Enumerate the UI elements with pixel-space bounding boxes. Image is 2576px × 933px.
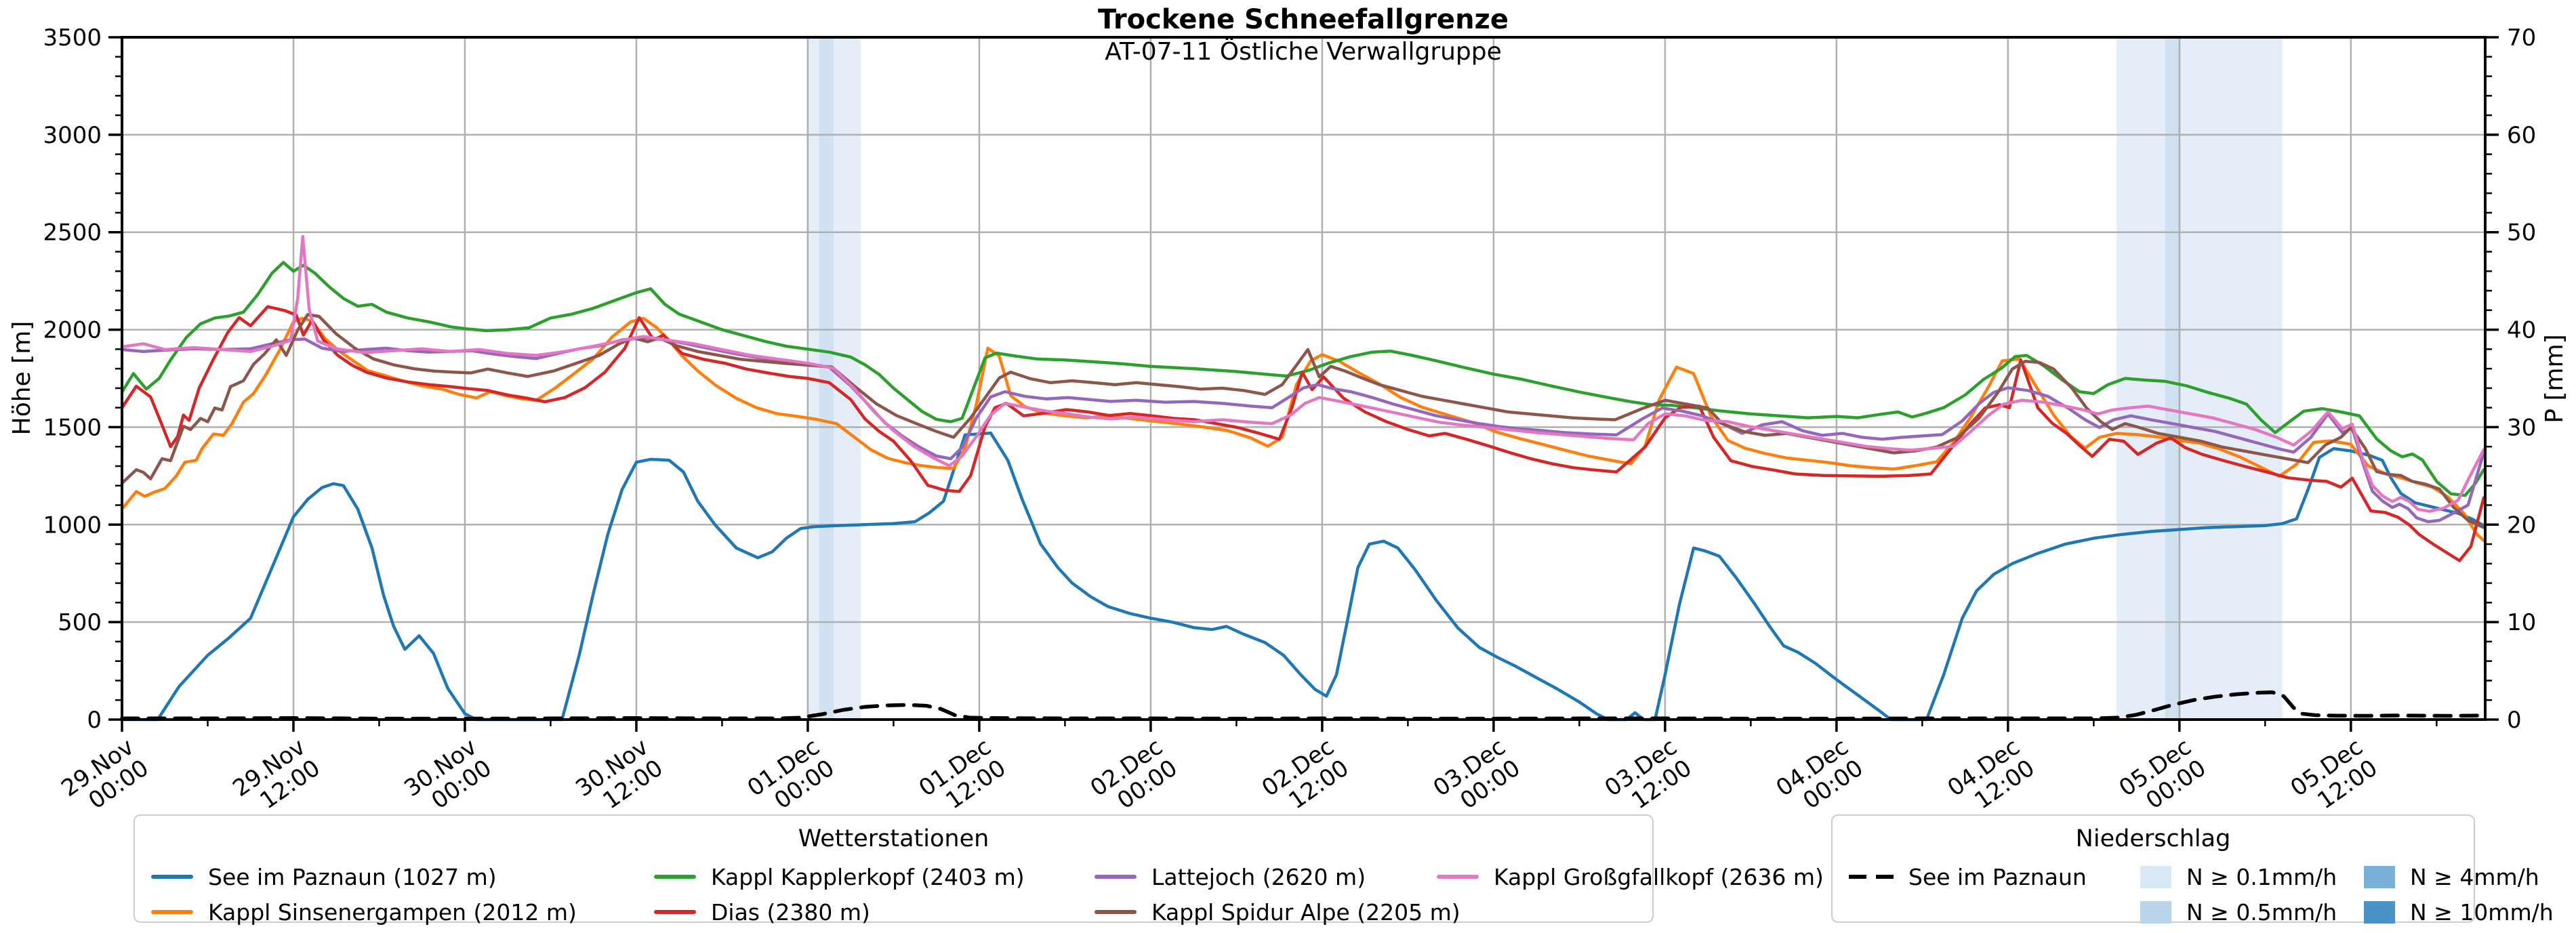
legend-item-station: Kappl Großgfallkopf (2636 m): [1437, 864, 1824, 890]
series-kappl-gro-gfallkopf-2636-m-: [120, 234, 2486, 513]
y-left-tick-label: 2000: [43, 317, 102, 344]
precip-band-0.5: [819, 37, 834, 720]
line-swatch: [151, 910, 193, 914]
y-right-tick-label: 60: [2507, 122, 2536, 149]
y-right-tick-label: 70: [2507, 24, 2536, 51]
legend-precip-items: See im Paznaun N ≥ 0.1mm/h N ≥ 0.5mm/h N ≥ …: [1849, 859, 2554, 930]
legend-item-label: See im Paznaun: [1908, 863, 2087, 890]
chart-title: Trockene Schneefallgrenze: [1098, 4, 1509, 35]
y-axis-label-left: Höhe [m]: [8, 321, 36, 436]
legend-stations-title: Wetterstationen: [798, 825, 989, 852]
x-tick-label: 05.Dec12:00: [2286, 733, 2383, 823]
precip-patch-swatch: [2140, 900, 2171, 924]
series-kappl-kapplerkopf-2403-m-: [120, 261, 2486, 497]
legend-item-label: N ≥ 0.1mm/h: [2186, 863, 2337, 890]
legend-item-station: See im Paznaun (1027 m): [151, 864, 654, 890]
x-tick-label: 29.Nov00:00: [56, 733, 153, 823]
legend-item-station: Dias (2380 m): [654, 899, 1095, 926]
y-right-tick-label: 40: [2507, 317, 2536, 344]
x-tick-label: 30.Nov12:00: [571, 733, 668, 823]
y-left-tick-label: 3500: [43, 24, 102, 51]
y-right-tick-label: 0: [2507, 707, 2522, 734]
y-left-tick-label: 3000: [43, 122, 102, 149]
legend-precip: Niederschlag See im Paznaun N ≥ 0.1mm/h N …: [1831, 814, 2554, 926]
precip-patch-swatch: [2364, 900, 2395, 924]
legend-item-label: See im Paznaun (1027 m): [208, 863, 497, 890]
legend-item-precip-level: N ≥ 0.5mm/h: [2140, 899, 2364, 926]
y-left-tick-label: 0: [87, 707, 102, 734]
line-swatch: [654, 910, 696, 914]
precip-band-0.1: [2117, 37, 2283, 720]
line-swatch: [151, 875, 193, 879]
precip-patch-swatch: [2364, 865, 2395, 888]
x-tick-label: 03.Dec00:00: [1429, 733, 1526, 823]
precip-band-0.5: [2165, 37, 2181, 720]
x-tick-label: 02.Dec00:00: [1086, 733, 1183, 823]
line-swatch: [1437, 875, 1479, 879]
legend-stations-items: See im Paznaun (1027 m) Kappl Sinsenergam…: [151, 859, 1824, 930]
x-tick-label: 01.Dec12:00: [914, 733, 1011, 823]
legend-precip-title: Niederschlag: [2075, 825, 2231, 852]
x-tick-label: 04.Dec00:00: [1772, 733, 1868, 823]
legend-item-label: N ≥ 0.5mm/h: [2186, 898, 2337, 926]
legend-item-station: Lattejoch (2620 m): [1095, 864, 1437, 890]
y-left-tick-label: 1000: [43, 512, 102, 539]
precip-patch-swatch: [2140, 865, 2171, 888]
x-tick-label: 02.Dec12:00: [1257, 733, 1354, 823]
line-swatch: [1095, 910, 1137, 914]
x-tick-label: 01.Dec00:00: [743, 733, 840, 823]
series-dias-2380-m-: [120, 305, 2486, 562]
chart-subtitle: AT-07-11 Östliche Verwallgruppe: [1105, 37, 1502, 66]
y-axis-label-right: P [mm]: [2541, 334, 2569, 423]
legend-item-station: Kappl Sinsenergampen (2012 m): [151, 899, 654, 926]
x-tick-label: 29.Nov12:00: [228, 733, 325, 823]
y-right-tick-label: 50: [2507, 220, 2536, 247]
legend-item-label: Kappl Großgfallkopf (2636 m): [1494, 863, 1824, 890]
legend-item-station: Kappl Kapplerkopf (2403 m): [654, 864, 1095, 890]
y-right-tick-label: 10: [2507, 609, 2536, 636]
line-swatch: [1095, 875, 1137, 879]
line-swatch: [654, 875, 696, 879]
legend-item-label: Dias (2380 m): [711, 898, 870, 926]
precip-bands: [806, 37, 2283, 720]
series-kappl-sinsenergampen-2012-m-: [120, 316, 2486, 543]
y-left-tick-label: 2500: [43, 220, 102, 247]
dashed-line-swatch: [1849, 875, 1894, 879]
legend-item-label: N ≥ 4mm/h: [2410, 863, 2539, 890]
legend-item-dashed-line: See im Paznaun: [1849, 864, 2140, 890]
y-left-tick-label: 500: [58, 609, 102, 636]
y-right-tick-label: 20: [2507, 512, 2536, 539]
legend-item-label: Kappl Kapplerkopf (2403 m): [711, 863, 1025, 890]
series-kappl-spidur-alpe-2205-m-: [120, 312, 2486, 529]
x-tick-label: 04.Dec12:00: [1943, 733, 2040, 823]
legend-item-label: Kappl Spidur Alpe (2205 m): [1151, 898, 1460, 926]
gridlines: [122, 37, 2485, 720]
y-right-tick-label: 30: [2507, 414, 2536, 441]
legend-item-station: Kappl Spidur Alpe (2205 m): [1095, 899, 1460, 926]
legend-stations: Wetterstationen See im Paznaun (1027 m) K…: [134, 814, 1824, 926]
legend-item-precip-level: N ≥ 0.1mm/h: [2140, 864, 2364, 890]
x-tick-label: 05.Dec00:00: [2114, 733, 2211, 823]
y-left-tick-label: 1500: [43, 414, 102, 441]
legend-item-label: Kappl Sinsenergampen (2012 m): [208, 898, 577, 926]
legend-item-label: Lattejoch (2620 m): [1151, 863, 1366, 890]
legend-item-label: N ≥ 10mm/h: [2410, 898, 2554, 926]
x-tick-label: 03.Dec12:00: [1600, 733, 1697, 823]
legend-item-precip-level: N ≥ 10mm/h: [2364, 899, 2554, 926]
x-tick-label: 30.Nov00:00: [399, 733, 496, 823]
legend-item-precip-level: N ≥ 4mm/h: [2364, 864, 2554, 890]
